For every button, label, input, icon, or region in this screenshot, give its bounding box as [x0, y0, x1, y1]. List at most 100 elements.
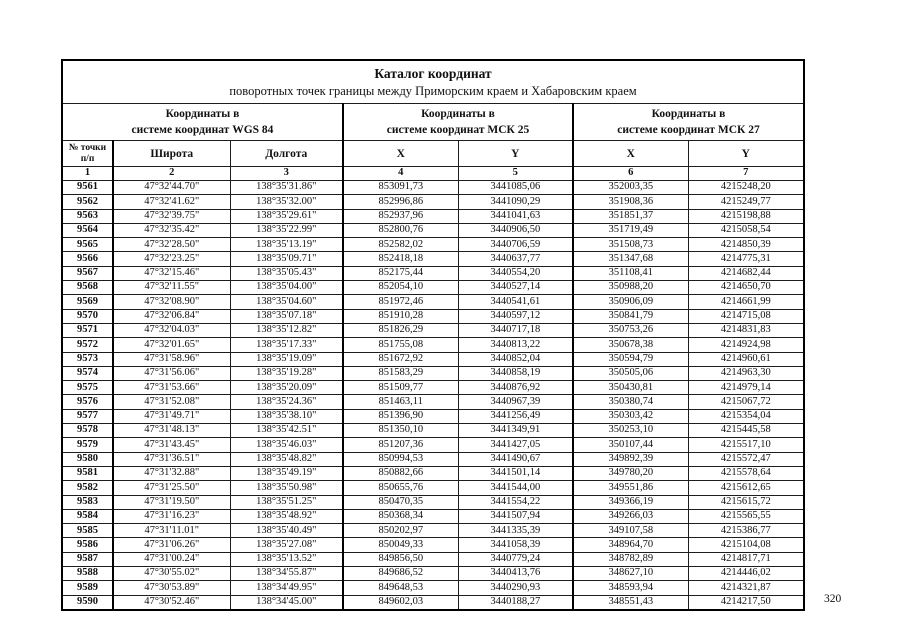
cell-x-msk25: 849686,52 — [342, 566, 459, 582]
cell-latitude: 47°32'11.55" — [112, 280, 231, 296]
cell-x-msk25: 851396,90 — [342, 408, 459, 425]
cell-latitude: 47°32'28.50" — [112, 237, 231, 253]
cell-x-msk25: 852582,02 — [342, 237, 459, 253]
cell-latitude: 47°32'39.75" — [112, 208, 231, 224]
cell-y-msk25: 3441349,91 — [457, 423, 574, 439]
column-number-7: 7 — [687, 166, 805, 181]
column-header-x-msk25: X — [342, 140, 459, 167]
table-row: 9578 47°31'48.13" 138°35'42.51" 851350,10 34… — [61, 423, 805, 439]
cell-y-msk27: 4215067,72 — [687, 394, 805, 410]
cell-x-msk27: 351508,73 — [572, 237, 689, 253]
cell-longitude: 138°35'04.00" — [229, 280, 344, 296]
cell-y-msk25: 3441256,49 — [457, 408, 574, 425]
cell-latitude: 47°32'44.70" — [112, 179, 231, 196]
cell-point-number: 9569 — [61, 294, 114, 310]
cell-x-msk27: 349551,86 — [572, 480, 689, 496]
table-row: 9575 47°31'53.66" 138°35'20.09" 851509,77 34… — [61, 380, 805, 396]
cell-point-number: 9566 — [61, 251, 114, 267]
cell-latitude: 47°31'48.13" — [112, 423, 231, 439]
column-header-latitude: Широта — [112, 140, 231, 167]
cell-y-msk27: 4215612,65 — [687, 480, 805, 496]
cell-point-number: 9572 — [61, 337, 114, 353]
table-row: 9570 47°32'06.84" 138°35'07.18" 851910,28 34… — [61, 308, 805, 324]
cell-longitude: 138°35'31.86" — [229, 179, 344, 196]
cell-y-msk27: 4215104,08 — [687, 537, 805, 553]
cell-point-number: 9582 — [61, 480, 114, 496]
cell-y-msk27: 4214682,44 — [687, 265, 805, 282]
cell-longitude: 138°35'13.52" — [229, 551, 344, 568]
table-row: 9561 47°32'44.70" 138°35'31.86" 853091,73 34… — [61, 179, 805, 196]
cell-y-msk25: 3440413,76 — [457, 566, 574, 582]
cell-latitude: 47°32'01.65" — [112, 337, 231, 353]
cell-y-msk27: 4214446,02 — [687, 566, 805, 582]
cell-latitude: 47°31'58.96" — [112, 351, 231, 367]
column-header-y-msk25: Y — [457, 140, 574, 167]
cell-x-msk25: 850470,35 — [342, 494, 459, 510]
cell-x-msk25: 849602,03 — [342, 594, 459, 611]
group-header-msk25-line1: Координаты в — [421, 107, 495, 120]
table-row: 9582 47°31'25.50" 138°35'50.98" 850655,76 34… — [61, 480, 805, 496]
cell-x-msk25: 851910,28 — [342, 308, 459, 324]
cell-x-msk25: 852175,44 — [342, 265, 459, 282]
cell-point-number: 9579 — [61, 437, 114, 453]
cell-y-msk25: 3441041,63 — [457, 208, 574, 224]
cell-y-msk27: 4214963,30 — [687, 365, 805, 382]
cell-y-msk27: 4215249,77 — [687, 194, 805, 210]
cell-y-msk27: 4215354,04 — [687, 408, 805, 425]
cell-latitude: 47°31'32.88" — [112, 465, 231, 482]
cell-x-msk27: 349107,58 — [572, 523, 689, 539]
column-number-row: 1 2 3 4 5 6 7 — [61, 166, 805, 181]
table-row: 9585 47°31'11.01" 138°35'40.49" 850202,97 34… — [61, 523, 805, 539]
table-title-cell: Каталог координат поворотных точек грани… — [61, 59, 805, 104]
cell-y-msk25: 3441335,39 — [457, 523, 574, 539]
cell-latitude: 47°31'16.23" — [112, 508, 231, 525]
column-header-point-number: № точки п/п — [61, 140, 114, 167]
cell-x-msk25: 851826,29 — [342, 322, 459, 339]
cell-x-msk25: 851755,08 — [342, 337, 459, 353]
cell-x-msk25: 851583,29 — [342, 365, 459, 382]
cell-latitude: 47°31'06.26" — [112, 537, 231, 553]
cell-longitude: 138°35'19.28" — [229, 365, 344, 382]
cell-x-msk25: 852800,76 — [342, 222, 459, 239]
table-row: 9567 47°32'15.46" 138°35'05.43" 852175,44 34… — [61, 265, 805, 282]
cell-longitude: 138°35'17.33" — [229, 337, 344, 353]
cell-y-msk25: 3440779,24 — [457, 551, 574, 568]
cell-x-msk27: 349780,20 — [572, 465, 689, 482]
cell-x-msk27: 350594,79 — [572, 351, 689, 367]
cell-point-number: 9583 — [61, 494, 114, 510]
cell-y-msk25: 3440554,20 — [457, 265, 574, 282]
cell-y-msk27: 4215517,10 — [687, 437, 805, 453]
cell-y-msk27: 4214817,71 — [687, 551, 805, 568]
title-row: Каталог координат поворотных точек грани… — [61, 59, 805, 104]
cell-y-msk25: 3440527,14 — [457, 280, 574, 296]
cell-latitude: 47°30'55.02" — [112, 566, 231, 582]
point-header-line2: п/п — [80, 153, 95, 164]
cell-x-msk27: 350380,74 — [572, 394, 689, 410]
cell-longitude: 138°35'13.19" — [229, 237, 344, 253]
cell-latitude: 47°31'36.51" — [112, 451, 231, 467]
cell-point-number: 9581 — [61, 465, 114, 482]
cell-point-number: 9589 — [61, 580, 114, 596]
table-row: 9581 47°31'32.88" 138°35'49.19" 850882,66 34… — [61, 465, 805, 482]
cell-y-msk25: 3441090,29 — [457, 194, 574, 210]
cell-y-msk25: 3440706,59 — [457, 237, 574, 253]
cell-y-msk27: 4214775,31 — [687, 251, 805, 267]
cell-x-msk27: 350303,42 — [572, 408, 689, 425]
cell-latitude: 47°30'53.89" — [112, 580, 231, 596]
cell-point-number: 9567 — [61, 265, 114, 282]
cell-latitude: 47°31'52.08" — [112, 394, 231, 410]
table-row: 9566 47°32'23.25" 138°35'09.71" 852418,18 34… — [61, 251, 805, 267]
cell-longitude: 138°34'49.95" — [229, 580, 344, 596]
table-row: 9563 47°32'39.75" 138°35'29.61" 852937,96 34… — [61, 208, 805, 224]
coordinate-system-group-row: Координаты в системе координат WGS 84 Коо… — [61, 103, 805, 141]
table-row: 9569 47°32'08.90" 138°35'04.60" 851972,46 34… — [61, 294, 805, 310]
cell-y-msk27: 4215445,58 — [687, 423, 805, 439]
cell-point-number: 9580 — [61, 451, 114, 467]
cell-longitude: 138°35'07.18" — [229, 308, 344, 324]
table-row: 9590 47°30'52.46" 138°34'45.00" 849602,03 34… — [61, 594, 805, 611]
column-number-2: 2 — [112, 166, 231, 181]
cell-x-msk27: 351851,37 — [572, 208, 689, 224]
cell-longitude: 138°35'12.82" — [229, 322, 344, 339]
cell-x-msk27: 348593,94 — [572, 580, 689, 596]
cell-latitude: 47°31'19.50" — [112, 494, 231, 510]
